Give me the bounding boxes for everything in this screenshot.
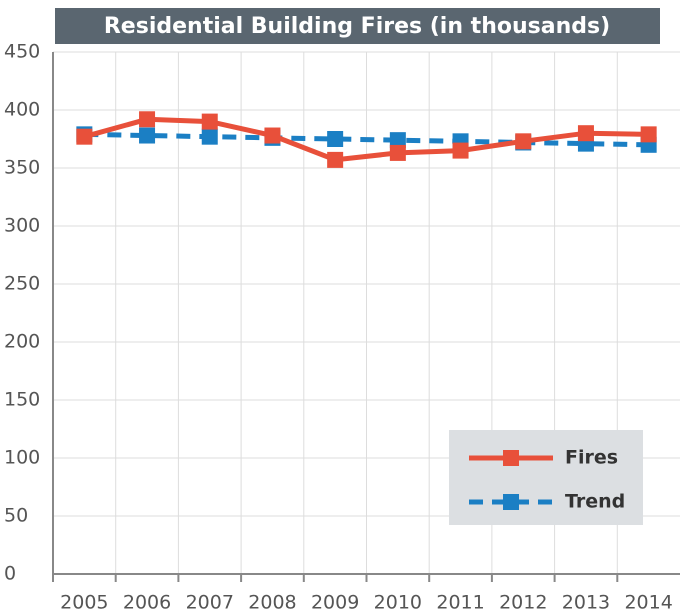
x-tick-label: 2007: [186, 592, 234, 613]
x-tick-label: 2012: [499, 592, 547, 613]
marker: [389, 132, 406, 149]
y-tick-label: 100: [4, 447, 40, 469]
legend-marker: [503, 494, 519, 510]
line: [83, 116, 649, 163]
y-tick-label: 250: [4, 273, 40, 295]
x-tick-label: 2010: [374, 592, 422, 613]
marker: [452, 142, 469, 159]
y-tick-label: 150: [4, 389, 40, 411]
marker: [327, 131, 344, 147]
title-bar: [55, 8, 660, 44]
marker: [389, 144, 406, 161]
x-tick-label: 2006: [123, 592, 171, 613]
marker: [577, 125, 594, 142]
y-tick-label: 350: [4, 157, 40, 179]
marker: [201, 128, 218, 145]
y-tick-label: 300: [4, 215, 40, 237]
y-tick-label: 400: [4, 99, 40, 121]
x-tick-label: 2009: [311, 592, 359, 613]
legend-label: Trend: [565, 491, 625, 513]
x-tick-label: 2005: [60, 592, 108, 613]
x-tick-label: 2013: [562, 592, 610, 613]
marker: [327, 151, 344, 168]
marker: [139, 127, 156, 144]
marker: [264, 127, 281, 144]
x-tick-label: 2011: [436, 592, 484, 613]
y-tick-label: 450: [4, 41, 40, 63]
marker: [515, 133, 532, 150]
marker: [201, 113, 218, 130]
legend-marker: [503, 450, 519, 466]
legend-label: Fires: [565, 447, 618, 469]
y-tick-label: 50: [4, 505, 28, 527]
y-tick-label: 0: [4, 563, 16, 585]
marker: [76, 128, 93, 145]
y-tick-label: 200: [4, 331, 40, 353]
marker: [640, 126, 657, 143]
x-tick-label: 2014: [624, 592, 672, 613]
marker: [139, 111, 156, 128]
line: [84, 131, 649, 148]
legend-box: [449, 430, 643, 525]
x-tick-label: 2008: [248, 592, 296, 613]
chart-title: Residential Building Fires (in thousands…: [104, 14, 610, 39]
